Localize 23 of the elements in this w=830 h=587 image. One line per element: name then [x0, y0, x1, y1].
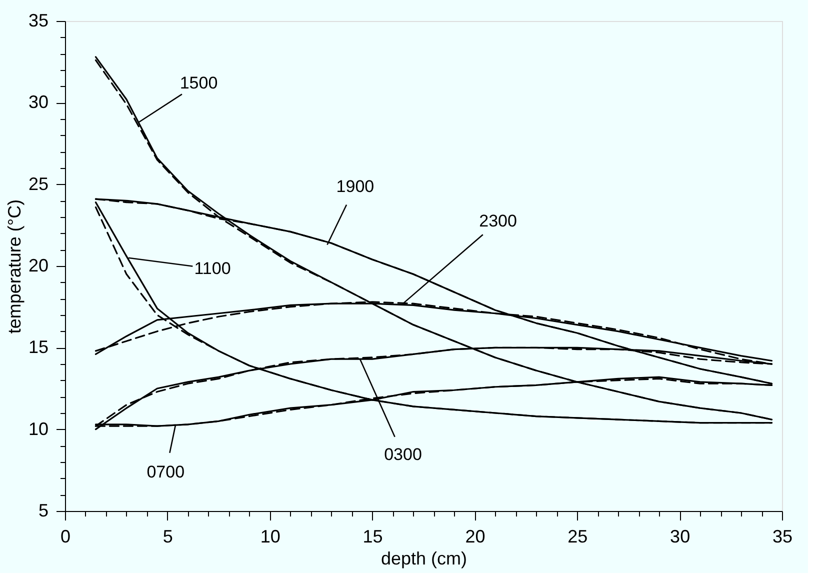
y-tick-label: 25 — [28, 174, 48, 194]
x-axis-title: depth (cm) — [380, 548, 468, 568]
x-tick-label: 15 — [362, 526, 383, 546]
y-tick-label: 10 — [28, 418, 48, 439]
x-tick-label: 5 — [162, 526, 173, 546]
annotation: 1900 — [336, 176, 374, 196]
y-tick-label: 35 — [28, 10, 48, 30]
x-tick-label: 30 — [670, 526, 690, 546]
annotation: 0300 — [384, 445, 422, 464]
x-tick-label: 25 — [568, 526, 588, 546]
y-axis-title: temperature (°C) — [4, 199, 24, 334]
annotation: 2300 — [479, 212, 517, 231]
y-tick-label: 15 — [28, 337, 48, 358]
x-tick-label: 20 — [465, 526, 486, 546]
y-tick-label: 30 — [28, 92, 48, 112]
x-tick-label: 10 — [260, 526, 280, 546]
y-tick-label: 5 — [38, 500, 48, 520]
annotation: 1500 — [180, 73, 218, 92]
annotation: 1100 — [194, 258, 231, 278]
x-tick-label: 0 — [60, 526, 71, 546]
x-tick-label: 35 — [772, 526, 793, 546]
annotation: 0700 — [146, 462, 185, 482]
y-tick-label: 20 — [28, 256, 48, 276]
